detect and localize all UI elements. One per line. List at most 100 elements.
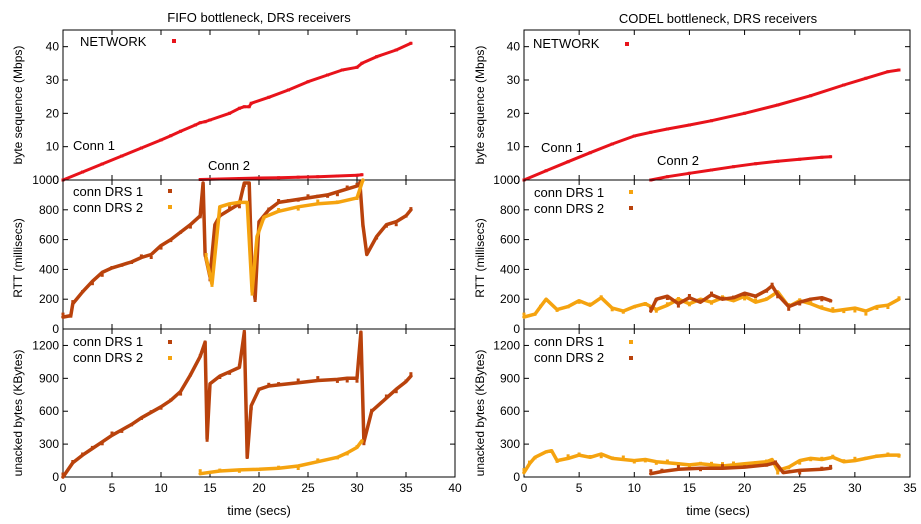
fifo-unacked-xtick-label: 5 [109,481,116,495]
codel-unacked-series-1-point [632,460,636,464]
codel-rtt-series-1-point [897,296,901,300]
codel-unacked-series-1-point [533,456,537,460]
codel-unacked-series-1-point [732,461,735,465]
fifo-rtt-series-1-point [286,199,290,203]
codel-seq-series-1-point [897,68,901,72]
fifo-unacked-series-2-trace [198,439,364,476]
codel-rtt-series-2-point [798,302,802,306]
codel-rtt-series-1-point [643,302,647,305]
fifo-seq-series-1-point [247,105,251,109]
fifo-unacked-series-1-point [359,330,363,334]
codel-seq-legend: NETWORK [533,36,600,51]
fifo-seq-series-1-point [242,105,246,109]
codel-unacked-series-1-point [776,471,780,475]
codel-seq-ytick-label: 10 [507,140,521,154]
fifo-rtt-series-1-point [213,225,217,229]
codel-rtt-series-2-point [649,306,653,310]
codel-unacked-series-1-point [787,466,791,470]
fifo-rtt-series-2-point [204,253,208,256]
codel-unacked-series-1-point [676,462,680,466]
codel-rtt-series-2-point [743,293,747,297]
fifo-seq-legend-marker [172,39,176,43]
codel-unacked-series-1-trace [522,448,901,475]
codel-conn2-label: Conn 2 [657,153,699,168]
fifo-unacked-xtick-label: 20 [252,481,266,495]
codel-unacked-series-1-point [699,461,702,465]
codel-seq-ytick-label: 40 [507,40,521,54]
codel-seq-series-1-point [710,119,713,123]
fifo-unacked-series-1-point [159,406,163,410]
codel-rtt-series-2-point [654,298,658,302]
codel-rtt-series-1-point [754,298,758,302]
codel-unacked-series-1-point [577,452,581,456]
fifo-rtt-series-1-point [296,198,300,202]
codel-rtt-series-2-point [809,297,813,301]
codel-rtt-ylabel: RTT (millisecs) [473,218,487,298]
fifo-seq-series-2-point [237,177,241,180]
fifo-seq-panel: 0 10 20 30 40 [46,29,456,187]
fifo-conn2-label: Conn 2 [208,158,250,173]
fifo-unacked-ytick-label: 1200 [32,338,59,352]
fifo-unacked-series-1-point [71,460,75,463]
codel-unacked-xtick-label: 15 [683,481,697,495]
fifo-unacked-series-1-point [203,340,207,344]
fifo-unacked-series-1-point [110,431,114,435]
codel-unacked-series-2-point [798,471,802,475]
fifo-rtt-series-2-point [237,200,241,204]
fifo-unacked-series-1-point [130,423,134,427]
codel-unacked-series-1-point [522,468,526,472]
codel-rtt-series-2-point [687,294,691,297]
codel-unacked-ytick-label: 300 [500,437,520,451]
codel-seq-series-2-point [754,162,758,166]
fifo-seq-ytick-label: 0 [52,173,59,187]
codel-unacked-xtick-label: 10 [628,481,642,495]
codel-rtt-legend-1-marker [629,190,633,194]
codel-seq-series-1-point [544,169,548,173]
fifo-rtt-series-2-point [277,208,281,211]
fifo-unacked-xtick-label: 0 [60,481,67,495]
fifo-unacked-series-1-point [169,398,173,402]
fifo-rtt-series-1-point [110,266,114,269]
codel-rtt-series-2-point [776,295,780,299]
codel-seq-series-2-point [776,159,780,163]
fifo-seq-series-1-point [355,65,359,69]
fifo-rtt-series-1-point [316,194,320,198]
fifo-rtt-ytick-label: 1000 [32,173,59,187]
fifo-unacked-series-1-point [345,379,349,383]
codel-rtt-series-1-point [820,305,824,309]
codel-rtt-series-2-point [770,282,774,286]
codel-rtt-series-1-point [610,308,614,312]
fifo-rtt-legend-2-marker [168,205,172,209]
codel-rtt-series-1-point [864,312,868,316]
fifo-unacked-series-1-point [188,373,192,377]
fifo-unacked-series-1-point [277,382,281,386]
codel-seq-series-1-point [842,83,846,87]
codel-rtt-series-1-point [831,307,835,311]
fifo-unacked-series-1-point [409,372,413,376]
codel-rtt-series-1-point [533,312,537,316]
codel-rtt-series-2-point [765,289,769,293]
fifo-rtt-series-1-point [90,282,94,286]
codel-unacked-series-1-point [588,455,592,458]
fifo-unacked-series-1-point [394,390,398,394]
codel-seq-series-1-point [687,123,691,127]
fifo-seq-ylabel: byte sequence (Mbps) [11,46,25,165]
codel-unacked-xtick-label: 5 [576,481,583,495]
codel-unacked-legend-2-marker [629,356,633,360]
fifo-seq-series-1-point [81,170,85,174]
fifo-seq-ytick-label: 20 [46,106,60,120]
codel-rtt-series-2-point [665,297,669,300]
codel-unacked-ytick-label: 0 [513,470,520,484]
codel-unacked-series-1-point [820,456,824,460]
codel-unacked-series-2-point [774,460,777,464]
fifo-unacked-legend-2-marker [168,356,172,360]
codel-rtt-series-2-point [699,299,702,303]
codel-unacked-series-1-point [555,459,559,463]
fifo-unacked-xtick-label: 35 [399,481,413,495]
fifo-rtt-series-1-point [335,193,339,197]
fifo-unacked-series-1-point [205,438,209,442]
codel-unacked-series-1-point [528,460,531,464]
fifo-rtt-series-2-point [245,202,249,206]
fifo-rtt-series-1-point [71,300,75,304]
fifo-rtt-series-1-point [242,184,246,187]
